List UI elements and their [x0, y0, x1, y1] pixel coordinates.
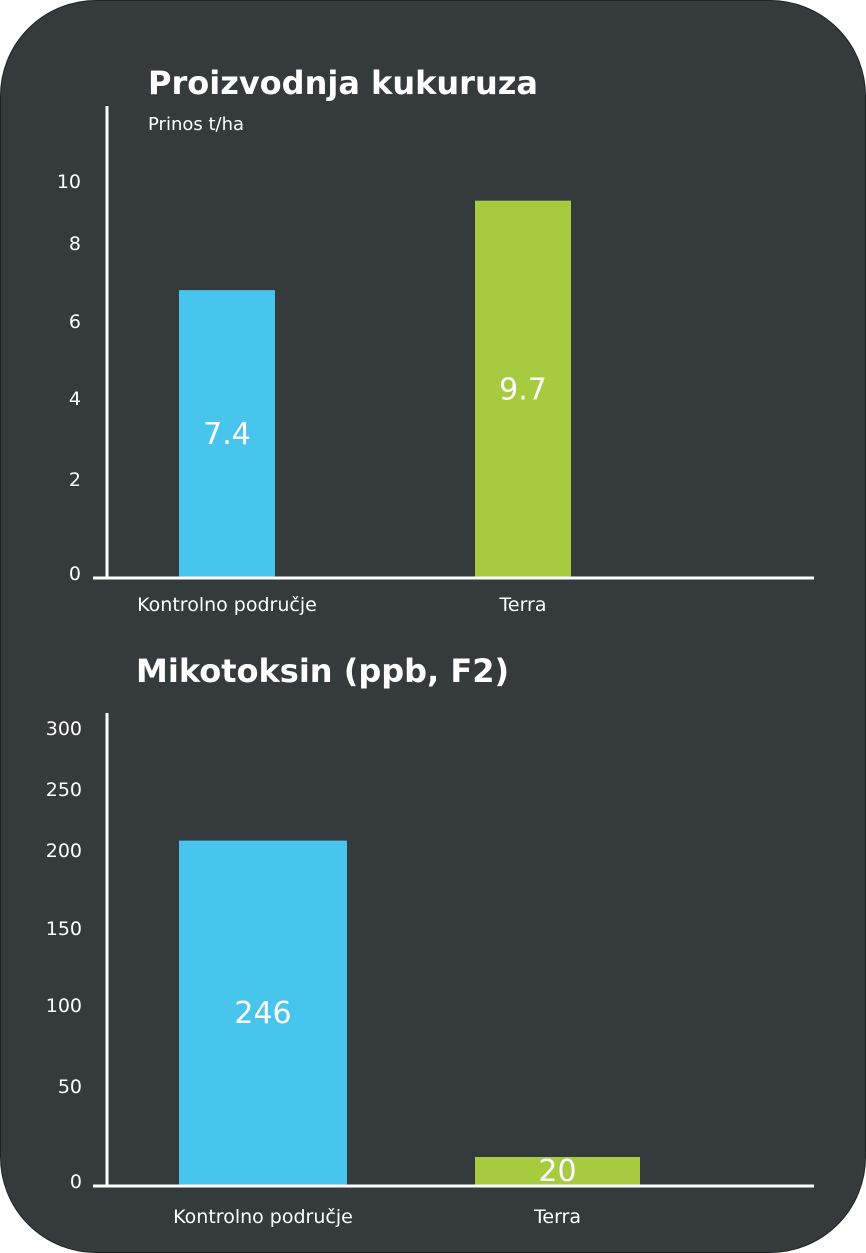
y-tick-label: 200 — [46, 840, 82, 862]
bar-terra — [475, 1157, 640, 1185]
chart-title: Proizvodnja kukuruza — [148, 64, 538, 102]
y-tick-label: 150 — [46, 918, 82, 940]
y-tick-label: 50 — [58, 1076, 82, 1098]
y-tick-label: 4 — [69, 388, 81, 410]
y-tick-label: 300 — [46, 718, 82, 740]
y-tick-label: 0 — [70, 1171, 82, 1193]
y-tick-label: 10 — [57, 171, 81, 193]
bar-value-label: 246 — [234, 996, 291, 1031]
bar-terra — [475, 200, 571, 579]
y-tick-label: 100 — [46, 995, 82, 1017]
bar-control — [179, 840, 347, 1185]
x-category-label: Kontrolno područje — [173, 1206, 353, 1228]
x-category-label: Kontrolno područje — [137, 594, 317, 616]
x-category-label: Terra — [499, 594, 547, 616]
y-axis-label: Prinos t/ha — [148, 114, 244, 135]
y-tick-label: 0 — [69, 563, 81, 585]
chart-mycotoxin: Mikotoksin (ppb, F2) 050100150200250300 … — [46, 652, 814, 1228]
chart-yield: Proizvodnja kukuruza Prinos t/ha 0 2 4 6 8 10… — [57, 64, 814, 616]
chart-title: Mikotoksin (ppb, F2) — [136, 652, 509, 690]
x-category-label: Terra — [533, 1206, 581, 1228]
bar-control — [179, 290, 275, 578]
y-tick-label: 250 — [46, 779, 82, 801]
y-tick-label: 6 — [69, 311, 81, 333]
bar-value-label: 20 — [538, 1154, 576, 1189]
bar-value-label: 9.7 — [499, 372, 547, 407]
bar-value-label: 7.4 — [203, 417, 251, 452]
y-tick-label: 2 — [69, 469, 81, 491]
y-tick-label: 8 — [69, 233, 81, 255]
